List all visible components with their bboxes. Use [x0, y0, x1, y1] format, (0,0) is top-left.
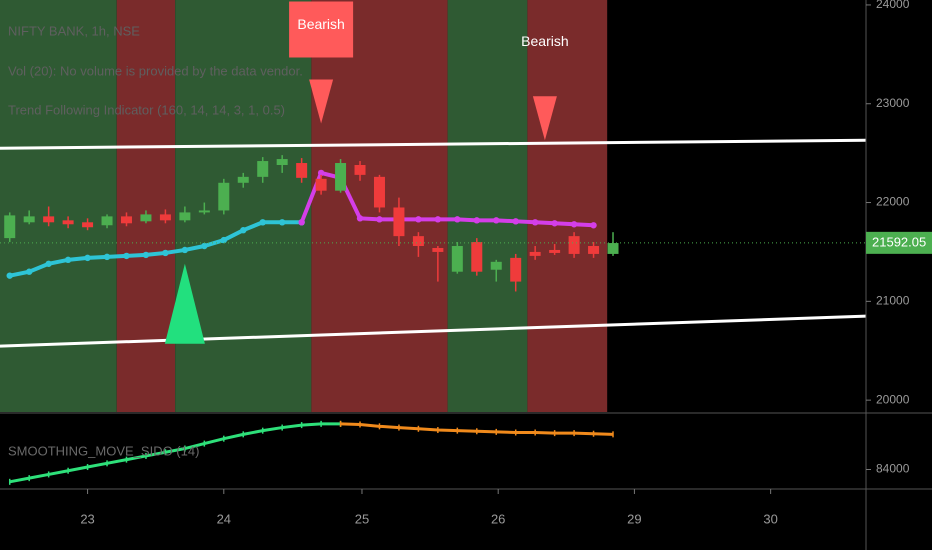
- line-point: [162, 249, 169, 257]
- candle-body: [4, 215, 16, 239]
- candle-body: [490, 261, 502, 270]
- signal-label: Bearish: [297, 16, 344, 32]
- symbol-title: NIFTY BANK, 1h, NSE: [8, 23, 140, 38]
- candle-body: [43, 216, 55, 223]
- trend-band: [0, 0, 117, 412]
- candle-body: [159, 214, 171, 221]
- signal-label-box: [289, 1, 354, 58]
- y-tick-label: 23000: [876, 96, 910, 110]
- trend-band: [527, 0, 608, 412]
- candle-body: [237, 176, 249, 183]
- candle-body: [607, 243, 619, 254]
- indicator-line: [0, 138, 867, 150]
- line-point: [220, 236, 227, 244]
- line-point: [45, 260, 52, 267]
- line-point: [356, 215, 364, 222]
- candle-body: [588, 246, 600, 254]
- trend-band: [447, 0, 528, 412]
- last-price-tag: [866, 231, 932, 254]
- candle-body: [335, 163, 347, 191]
- line-point: [142, 251, 150, 259]
- x-tick-label: 23: [80, 511, 94, 526]
- signal-label: Bearish: [521, 33, 568, 49]
- line-point: [531, 219, 539, 226]
- candle-body: [393, 207, 405, 237]
- candle-body: [82, 222, 94, 228]
- indicator-line: [0, 314, 867, 348]
- line-point: [590, 222, 597, 229]
- candle-body: [276, 159, 288, 165]
- candle-body: [354, 164, 366, 175]
- line-point: [317, 169, 325, 177]
- x-tick-label: 26: [491, 511, 505, 526]
- line-point: [415, 216, 422, 223]
- candle-body: [257, 161, 269, 177]
- line-point: [278, 219, 286, 226]
- line-point: [473, 217, 480, 224]
- line-point: [376, 216, 383, 223]
- candle-body: [198, 210, 210, 213]
- line-point: [259, 219, 266, 226]
- line-point: [240, 227, 247, 234]
- line-point: [181, 246, 189, 254]
- indicator-line: [299, 170, 594, 228]
- candle-body: [412, 236, 424, 247]
- main-pane: Bearish Bearish: [0, 0, 867, 412]
- x-tick-label: 29: [627, 511, 641, 526]
- candle-body: [179, 212, 191, 221]
- y-tick-label: 24000: [876, 0, 910, 11]
- candle-body: [101, 216, 113, 226]
- indicator-title: SMOOTHING_MOVE_SIDO (14): [8, 443, 199, 458]
- indicator-label: Trend Following Indicator (160, 14, 14, …: [8, 102, 285, 117]
- candle-body: [120, 216, 132, 224]
- line-point: [434, 216, 442, 223]
- candle-body: [549, 249, 561, 253]
- last-price-label: 21592.05: [872, 234, 926, 249]
- y-tick-label: 20000: [876, 392, 910, 406]
- line-point: [84, 254, 91, 262]
- line-point: [25, 268, 33, 275]
- line-point: [454, 216, 461, 223]
- candle-body: [568, 236, 580, 254]
- candle-body: [62, 220, 74, 225]
- signal-arrow: [164, 263, 205, 344]
- candle-body: [529, 251, 541, 256]
- signal-arrow: [309, 79, 334, 124]
- trend-band: [116, 0, 176, 412]
- candle-body: [23, 216, 35, 223]
- line-point: [551, 220, 558, 227]
- candle-body: [296, 163, 308, 178]
- line-point: [298, 219, 305, 226]
- line-point: [123, 252, 130, 260]
- x-tick-label: 30: [763, 511, 777, 526]
- candle-body: [218, 182, 230, 211]
- indicator-label: Vol (20): No volume is provided by the d…: [8, 63, 303, 78]
- candle-body: [510, 257, 522, 282]
- line-point: [493, 217, 500, 224]
- line-point: [512, 218, 519, 225]
- candle-body: [140, 214, 152, 222]
- indicator-line: [9, 422, 341, 484]
- y-tick-label: 22000: [876, 195, 910, 209]
- y-tick-label: 21000: [876, 294, 910, 308]
- candle-body: [373, 176, 385, 208]
- indicator-pane: [8, 420, 614, 485]
- trend-band: [175, 0, 312, 412]
- line-point: [6, 272, 13, 279]
- line-point: [103, 253, 111, 261]
- candle-body: [432, 247, 444, 252]
- indicator-line: [9, 220, 302, 278]
- x-tick-label: 25: [355, 511, 369, 526]
- line-point: [64, 256, 72, 264]
- candle-body: [315, 178, 327, 191]
- line-point: [201, 242, 208, 250]
- candle-body: [471, 242, 483, 272]
- y-tick-label: 84000: [876, 462, 910, 476]
- line-point: [570, 221, 578, 228]
- x-tick-label: 24: [217, 511, 231, 526]
- signal-arrow: [532, 96, 557, 141]
- candle-body: [451, 246, 463, 272]
